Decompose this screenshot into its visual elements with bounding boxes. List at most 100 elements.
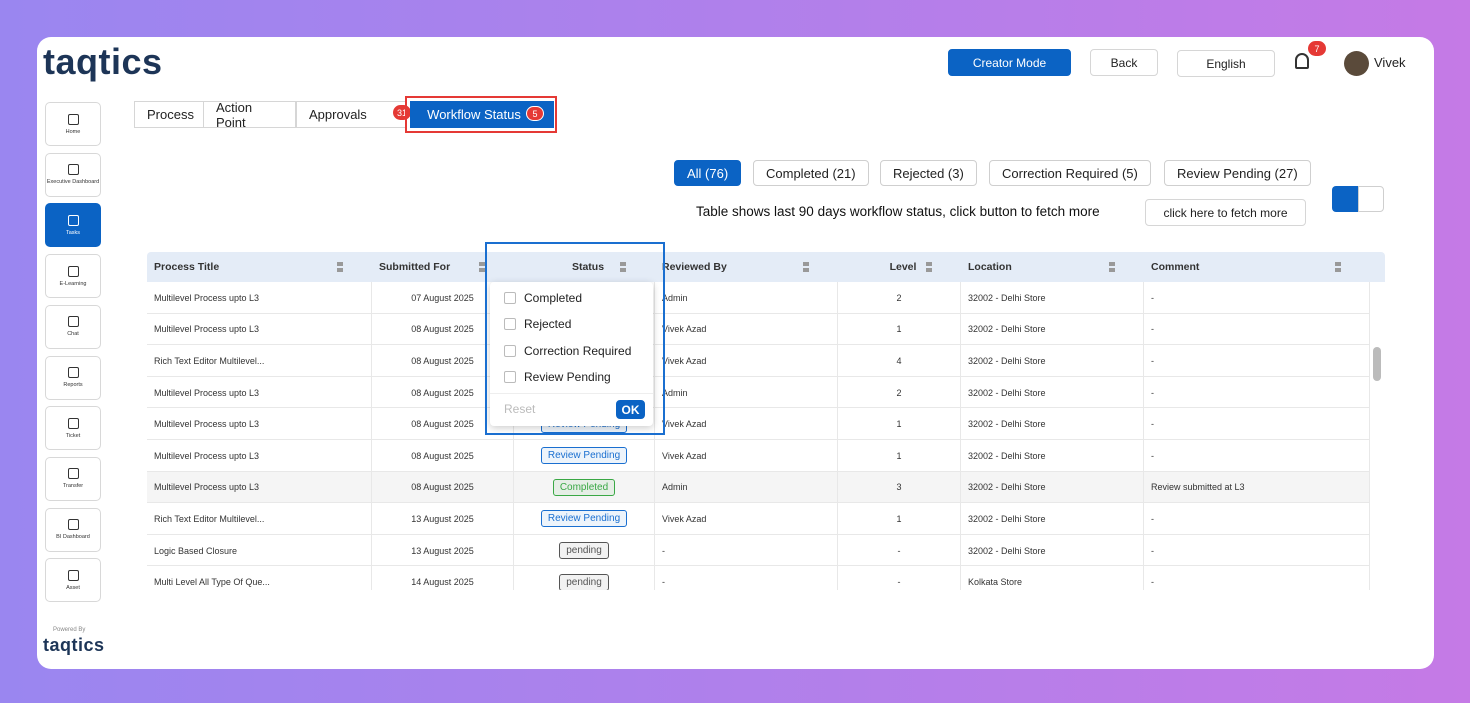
app-window: taqtics Creator Mode Back English 7 Vivek Home… bbox=[37, 37, 1434, 669]
sidebar-icon bbox=[67, 316, 79, 328]
status-filter[interactable]: Completed (21) bbox=[753, 160, 869, 186]
table-cell: - bbox=[655, 566, 838, 590]
table-cell: Vivek Azad bbox=[655, 440, 838, 472]
divider bbox=[490, 393, 653, 394]
sidebar-label: Asset bbox=[66, 584, 80, 591]
status-filter[interactable]: Correction Required (5) bbox=[989, 160, 1151, 186]
sidebar-icon bbox=[67, 468, 79, 480]
sidebar-item[interactable]: Transfer bbox=[45, 456, 101, 501]
table-cell: - bbox=[1144, 376, 1370, 409]
checkbox[interactable] bbox=[504, 344, 516, 357]
sort-icon[interactable] bbox=[620, 262, 626, 272]
sidebar-item[interactable]: Asset bbox=[45, 558, 101, 603]
language-select[interactable]: English bbox=[1177, 50, 1275, 77]
sidebar-icon bbox=[67, 214, 79, 226]
table-row[interactable] bbox=[147, 345, 1370, 377]
table-cell: Vivek Azad bbox=[655, 313, 838, 346]
sort-icon[interactable] bbox=[479, 262, 485, 272]
checkbox[interactable] bbox=[504, 370, 516, 383]
creator-mode-button[interactable]: Creator Mode bbox=[948, 49, 1071, 76]
table-cell: 1 bbox=[838, 440, 961, 472]
sort-icon[interactable] bbox=[337, 262, 343, 272]
sidebar-item[interactable]: Home bbox=[45, 102, 101, 146]
table-row[interactable] bbox=[147, 314, 1370, 346]
sidebar-item[interactable]: Tasks bbox=[45, 203, 101, 248]
column-header[interactable]: Process Title bbox=[154, 261, 220, 273]
table-row[interactable] bbox=[147, 535, 1370, 567]
sort-icon[interactable] bbox=[1335, 262, 1341, 272]
tab[interactable]: Process bbox=[134, 101, 204, 128]
column-header[interactable]: Submitted For bbox=[379, 261, 451, 273]
status-filter-dropdown: Completed Rejected Correction Required Revi… bbox=[490, 282, 653, 426]
filter-option[interactable]: Review Pending bbox=[504, 370, 611, 384]
filter-option[interactable]: Rejected bbox=[504, 317, 571, 331]
table-cell: pending bbox=[514, 566, 655, 590]
grid-view-toggle[interactable] bbox=[1358, 186, 1384, 212]
table-cell: Multi Level All Type Of Que... bbox=[147, 566, 372, 590]
sort-icon[interactable] bbox=[926, 262, 932, 272]
back-button[interactable]: Back bbox=[1090, 49, 1158, 76]
ok-button[interactable]: OK bbox=[616, 400, 645, 419]
filter-option[interactable]: Completed bbox=[504, 291, 582, 305]
status-pill: Review Pending bbox=[540, 510, 628, 528]
sort-icon[interactable] bbox=[803, 262, 809, 272]
sidebar-item[interactable]: Reports bbox=[45, 355, 101, 400]
table-row[interactable] bbox=[147, 408, 1370, 440]
column-header[interactable]: Level bbox=[889, 261, 917, 273]
table-cell: 32002 - Delhi Store bbox=[961, 471, 1144, 504]
table-cell: Rich Text Editor Multilevel... bbox=[147, 345, 372, 377]
table-row[interactable] bbox=[147, 503, 1370, 535]
sidebar-label: Ticket bbox=[65, 432, 81, 439]
table-row[interactable] bbox=[147, 440, 1370, 472]
table-cell: Review submitted at L3 bbox=[1144, 471, 1370, 504]
table-cell: - bbox=[1144, 440, 1370, 472]
option-label: Completed bbox=[524, 291, 583, 305]
column-header[interactable]: Reviewed By bbox=[662, 261, 727, 273]
fetch-more-button[interactable]: click here to fetch more bbox=[1145, 199, 1306, 226]
sidebar-item[interactable]: Executive Dashboard bbox=[45, 152, 101, 197]
sidebar-item[interactable]: Ticket bbox=[45, 406, 101, 451]
table-cell: 2 bbox=[838, 376, 961, 409]
tab[interactable]: Action Point bbox=[203, 100, 296, 130]
sort-icon[interactable] bbox=[1109, 262, 1115, 272]
user-name[interactable]: Vivek bbox=[1374, 55, 1406, 70]
sidebar-label: Home bbox=[65, 128, 81, 135]
checkbox[interactable] bbox=[504, 318, 516, 331]
table-cell: 32002 - Delhi Store bbox=[961, 345, 1144, 377]
filter-option[interactable]: Correction Required bbox=[504, 344, 631, 358]
table-cell: 13 August 2025 bbox=[372, 503, 514, 535]
status-filter[interactable]: Rejected (3) bbox=[880, 160, 977, 186]
checkbox[interactable] bbox=[504, 292, 516, 304]
column-header[interactable]: Status bbox=[571, 261, 605, 273]
column-header[interactable]: Location bbox=[968, 261, 1012, 273]
tab[interactable]: Approvals bbox=[296, 101, 406, 128]
table-row[interactable] bbox=[147, 471, 1370, 504]
status-filter[interactable]: All (76) bbox=[674, 160, 742, 186]
status-filter[interactable]: Review Pending (27) bbox=[1164, 160, 1311, 186]
sidebar-label: Chat bbox=[67, 331, 79, 338]
logo: taqtics bbox=[43, 41, 163, 82]
sidebar-icon bbox=[67, 569, 79, 581]
powered-by: Powered By bbox=[53, 627, 86, 633]
table-cell: 1 bbox=[838, 408, 961, 440]
list-view-toggle[interactable] bbox=[1332, 186, 1358, 212]
table-cell: Logic Based Closure bbox=[147, 534, 372, 567]
notification-bell[interactable] bbox=[1295, 53, 1309, 69]
sidebar-item[interactable]: E-Learning bbox=[45, 254, 101, 299]
table-cell: Kolkata Store bbox=[961, 566, 1144, 590]
table-cell: 32002 - Delhi Store bbox=[961, 408, 1144, 440]
sidebar-label: Executive Dashboard bbox=[46, 179, 100, 186]
column-header[interactable]: Comment bbox=[1151, 261, 1200, 273]
table-row[interactable] bbox=[147, 377, 1370, 409]
table-cell: 08 August 2025 bbox=[372, 440, 514, 472]
sidebar-item[interactable]: Chat bbox=[45, 304, 101, 349]
table-cell: Rich Text Editor Multilevel... bbox=[147, 503, 372, 535]
table-cell: Vivek Azad bbox=[655, 345, 838, 377]
table-row[interactable] bbox=[147, 282, 1370, 314]
reset-button[interactable]: Reset bbox=[504, 402, 536, 416]
option-label: Correction Required bbox=[524, 343, 632, 358]
table-cell: 14 August 2025 bbox=[372, 566, 514, 590]
sidebar-item[interactable]: BI Dashboard bbox=[45, 507, 101, 552]
table-cell: - bbox=[655, 534, 838, 567]
table-cell: 13 August 2025 bbox=[372, 534, 514, 567]
